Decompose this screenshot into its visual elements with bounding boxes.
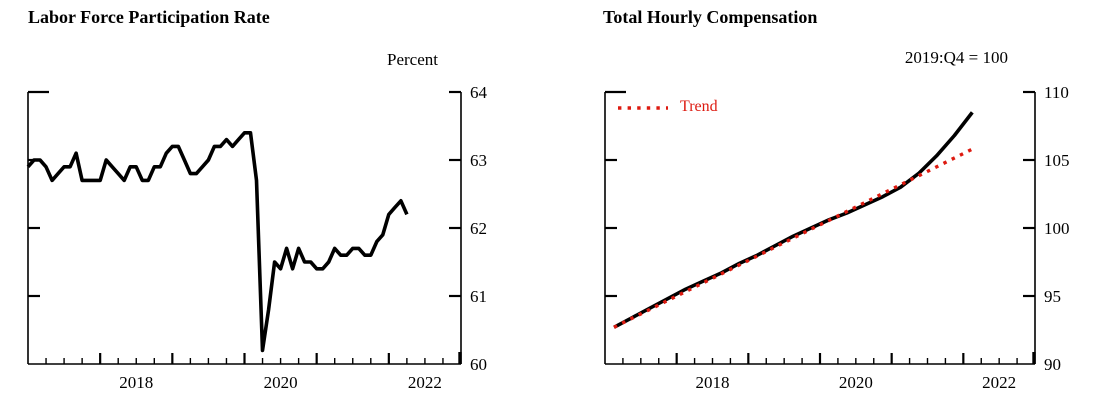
y-tick-label: 105 (1044, 151, 1070, 170)
y-tick-label: 61 (470, 287, 487, 306)
total-hourly-compensation-line (613, 111, 974, 329)
y-tick-label: 63 (470, 151, 487, 170)
y-tick-label: 62 (470, 219, 487, 238)
labor-force-participation-chart: 60 61 62 63 64 2018 2020 2022 (26, 83, 488, 392)
trend-legend-line (618, 106, 668, 110)
total-hourly-compensation-chart: 90 95 100 105 110 2018 2020 2022 (604, 83, 1070, 392)
x-tick-label: 2022 (982, 373, 1016, 392)
x-tick-label: 2018 (696, 373, 730, 392)
labor-force-participation-rate-line (26, 131, 409, 353)
y-tick-label: 60 (470, 355, 487, 374)
y-tick-label: 64 (470, 83, 488, 102)
y-tick-label: 100 (1044, 219, 1070, 238)
right-chart-title: Total Hourly Compensation (603, 7, 818, 27)
trend-line (613, 147, 974, 329)
y-tick-label: 110 (1044, 83, 1069, 102)
right-chart-unit-label: 2019:Q4 = 100 (904, 48, 1008, 67)
left-chart-unit-label: Percent (387, 50, 438, 69)
left-chart-title: Labor Force Participation Rate (28, 7, 270, 27)
y-tick-label: 90 (1044, 355, 1061, 374)
x-tick-label: 2020 (839, 373, 873, 392)
y-tick-label: 95 (1044, 287, 1061, 306)
x-tick-label: 2018 (119, 373, 153, 392)
x-tick-label: 2020 (264, 373, 298, 392)
trend-legend-label: Trend (680, 98, 718, 115)
x-tick-label: 2022 (408, 373, 442, 392)
